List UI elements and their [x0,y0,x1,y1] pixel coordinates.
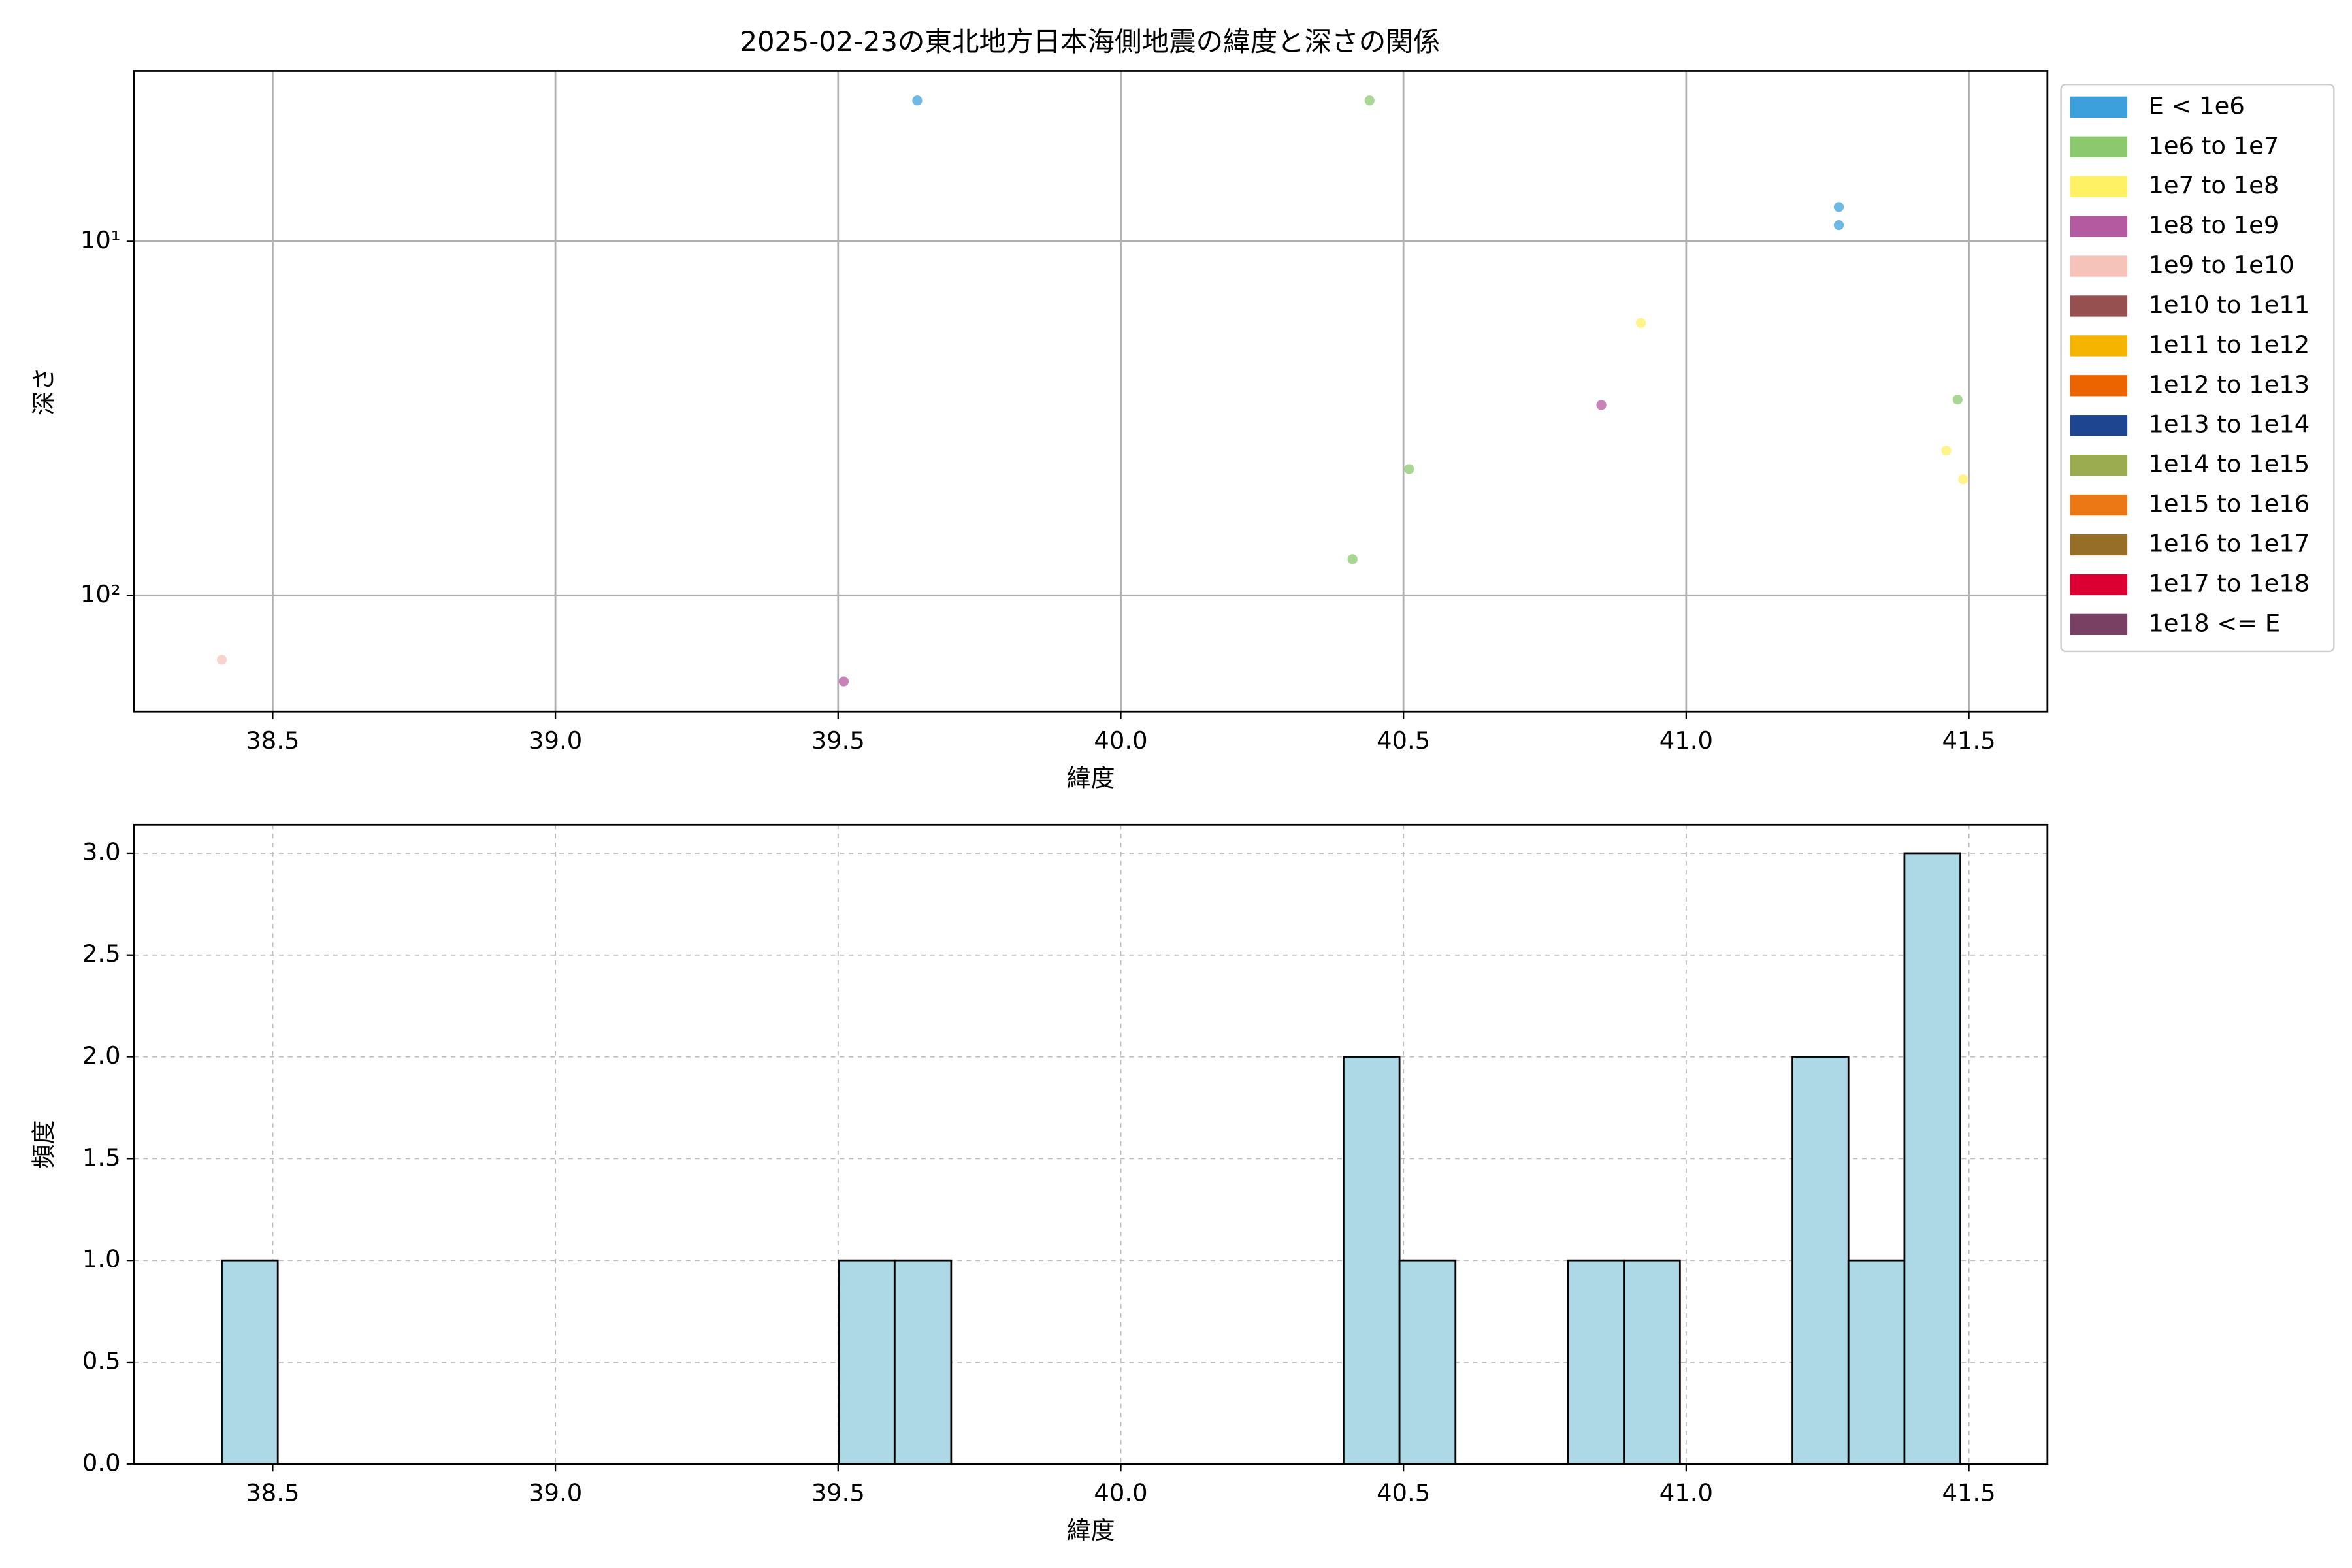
point [1941,446,1952,456]
bar [1847,1259,1906,1465]
y-tick-label: 10¹ [80,226,121,254]
x-tick-label: 40.5 [1377,1478,1430,1507]
legend-swatch [2070,613,2128,635]
legend-label: 1e12 to 1e13 [2148,370,2310,399]
y-tick-label: 0.0 [82,1448,121,1477]
legend-swatch [2070,574,2128,596]
point [1347,554,1358,564]
legend-swatch [2070,335,2128,357]
x-axis-label: 緯度 [1067,1516,1115,1544]
bar [221,1259,279,1465]
x-tick-label: 41.5 [1942,1478,1995,1507]
y-tick-label: 3.0 [82,838,121,866]
x-tick-label: 39.5 [811,1478,865,1507]
legend-label: 1e7 to 1e8 [2148,171,2279,199]
y-tick-label: 10² [80,580,121,608]
legend-swatch [2070,534,2128,556]
x-tick-label: 41.0 [1659,727,1713,755]
y-tick-label: 2.0 [82,1041,121,1070]
legend-box [2060,84,2335,653]
x-tick-label: 41.5 [1942,727,1995,755]
chart-title: 2025-02-23の東北地方日本海側地震の緯度と深さの関係 [740,25,1441,57]
legend-label: 1e14 to 1e15 [2148,450,2310,478]
legend-label: 1e16 to 1e17 [2148,530,2310,558]
point [1833,202,1844,212]
y-tick-label: 0.5 [82,1347,121,1375]
x-tick-label: 39.5 [811,727,865,755]
legend-swatch [2070,255,2128,277]
legend-label: E < 1e6 [2148,91,2244,120]
bar [1791,1056,1850,1465]
bar [1623,1259,1681,1465]
point [216,655,227,665]
point [912,95,923,106]
legend-label: 1e10 to 1e11 [2148,291,2310,319]
bar [1567,1259,1625,1465]
x-tick-label: 40.0 [1094,727,1147,755]
bar [893,1259,953,1465]
legend-swatch [2070,96,2128,118]
y-tick-label: 2.5 [82,939,121,968]
legend-label: 1e8 to 1e9 [2148,211,2279,239]
point [1952,395,1963,405]
point [1364,95,1375,106]
legend-label: 1e13 to 1e14 [2148,410,2310,438]
x-axis-label: 緯度 [1067,764,1115,792]
legend-swatch [2070,455,2128,476]
point [838,676,849,687]
x-tick-label: 38.5 [246,727,299,755]
bar [838,1259,896,1465]
legend-swatch [2070,494,2128,516]
legend-swatch [2070,415,2128,436]
legend-label: 1e11 to 1e12 [2148,331,2310,359]
x-tick-label: 41.0 [1659,1478,1713,1507]
y-axis-label: 深さ [30,367,58,416]
point [1596,400,1607,410]
bar [1398,1259,1457,1465]
point [1958,474,1968,485]
legend-swatch [2070,136,2128,157]
legend-swatch [2070,295,2128,317]
y-tick-label: 1.0 [82,1245,121,1273]
point [1636,318,1646,328]
x-tick-label: 38.5 [246,1478,299,1507]
plot-frame [133,823,2049,1465]
point [1404,464,1414,474]
x-tick-label: 39.0 [529,1478,582,1507]
y-tick-label: 1.5 [82,1143,121,1171]
point [1833,220,1844,231]
legend-label: 1e17 to 1e18 [2148,569,2310,597]
legend-label: 1e6 to 1e7 [2148,131,2279,159]
x-tick-label: 40.5 [1377,727,1430,755]
x-tick-label: 40.0 [1094,1478,1147,1507]
plot-frame [133,70,2049,713]
bar [1903,852,1961,1465]
y-axis-label: 頻度 [30,1120,58,1169]
legend-label: 1e18 <= E [2148,609,2280,637]
legend-label: 1e9 to 1e10 [2148,251,2294,279]
legend-swatch [2070,176,2128,197]
legend-swatch [2070,216,2128,237]
x-tick-label: 39.0 [529,727,582,755]
bar [1343,1056,1401,1465]
legend-swatch [2070,375,2128,397]
legend-label: 1e15 to 1e16 [2148,490,2310,518]
